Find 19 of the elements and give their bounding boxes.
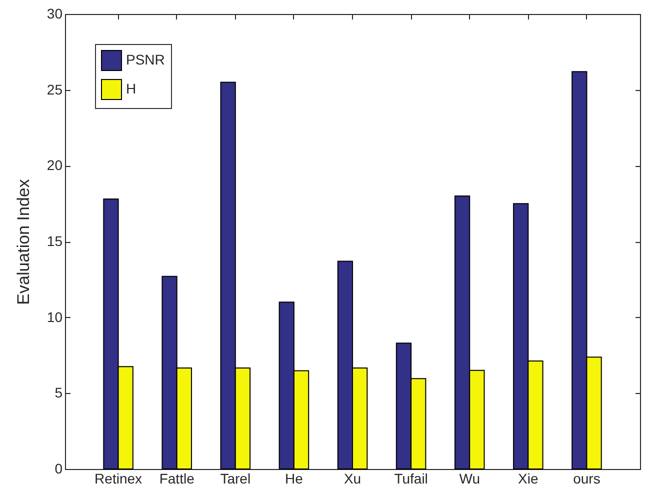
x-tick-label: Tarel — [220, 470, 251, 486]
x-tick-label: Fattle — [159, 470, 195, 486]
y-tick-label: 30 — [46, 6, 63, 22]
x-tick-label: Retinex — [94, 470, 142, 486]
x-tick-label: Xie — [518, 470, 538, 486]
y-tick-label: 10 — [46, 308, 63, 325]
x-tick-label: He — [284, 470, 304, 486]
y-tick-label: 25 — [46, 81, 63, 98]
x-tick-label: ours — [573, 470, 600, 486]
x-tick-label: Xu — [344, 470, 362, 486]
legend-label: PSNR — [126, 52, 165, 68]
y-tick-label: 20 — [46, 157, 63, 174]
legend-label: H — [126, 80, 136, 96]
x-tick-label: Wu — [459, 470, 480, 486]
y-tick-label: 5 — [54, 384, 63, 401]
y-tick-label: 15 — [46, 233, 63, 249]
y-axis-title: Evaluation Index — [14, 178, 33, 305]
y-tick-label: 0 — [54, 460, 63, 476]
x-tick-label: Tufail — [394, 470, 428, 486]
